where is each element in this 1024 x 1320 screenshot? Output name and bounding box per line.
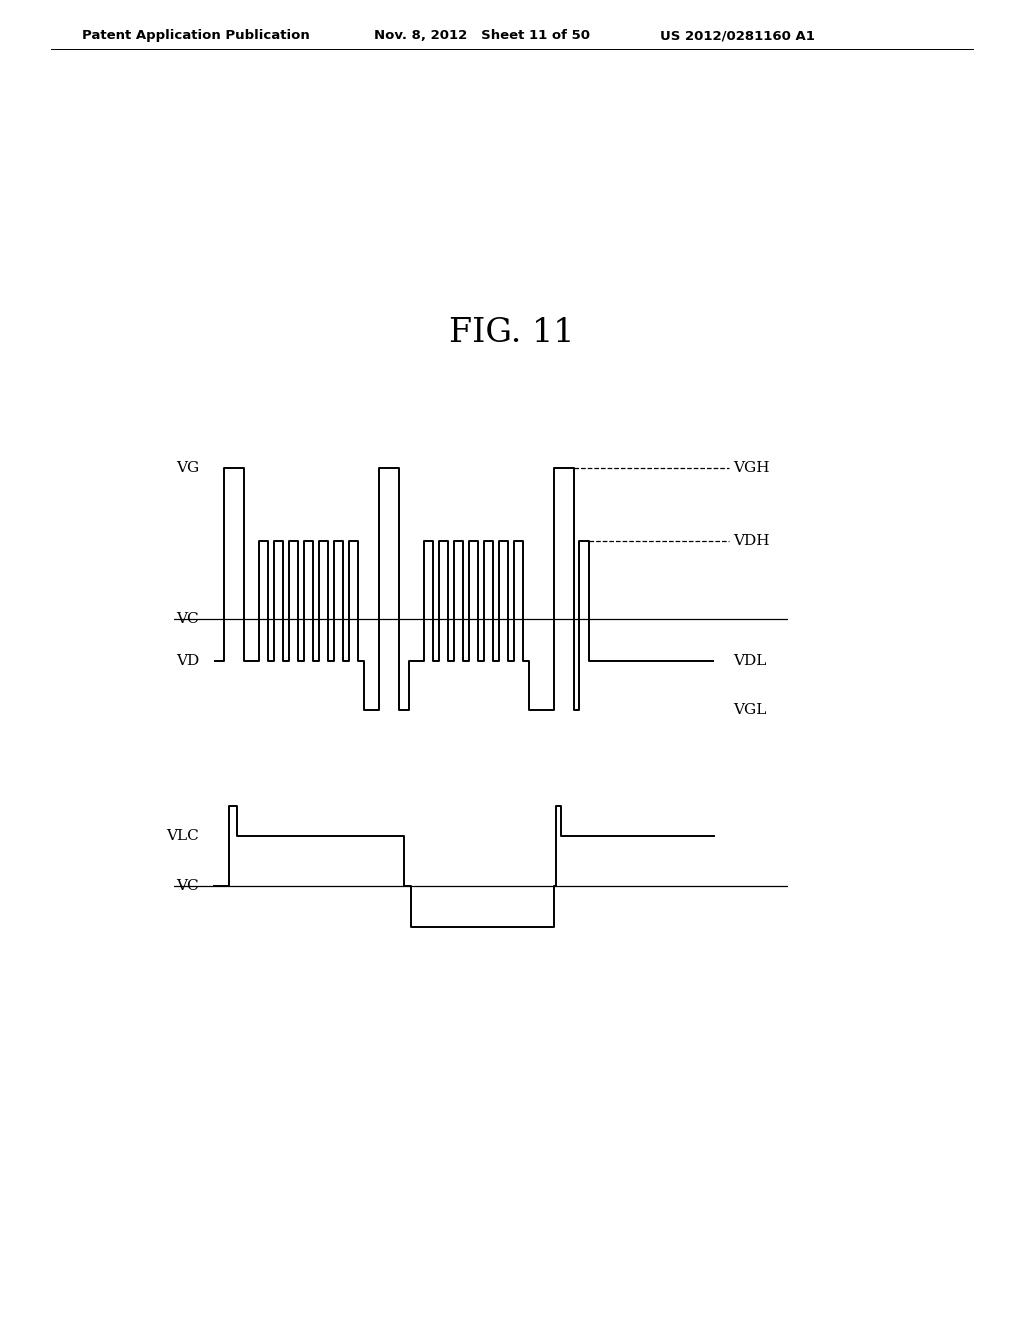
Text: VD: VD	[176, 655, 199, 668]
Text: Nov. 8, 2012   Sheet 11 of 50: Nov. 8, 2012 Sheet 11 of 50	[374, 29, 590, 42]
Text: VGL: VGL	[733, 702, 767, 717]
Text: VDL: VDL	[733, 655, 767, 668]
Text: VDH: VDH	[733, 533, 770, 548]
Text: VGH: VGH	[733, 462, 770, 475]
Text: Patent Application Publication: Patent Application Publication	[82, 29, 309, 42]
Text: FIG. 11: FIG. 11	[450, 317, 574, 348]
Text: VC: VC	[176, 612, 199, 626]
Text: VLC: VLC	[166, 829, 199, 843]
Text: VC: VC	[176, 879, 199, 894]
Text: VG: VG	[176, 462, 199, 475]
Text: US 2012/0281160 A1: US 2012/0281160 A1	[660, 29, 815, 42]
